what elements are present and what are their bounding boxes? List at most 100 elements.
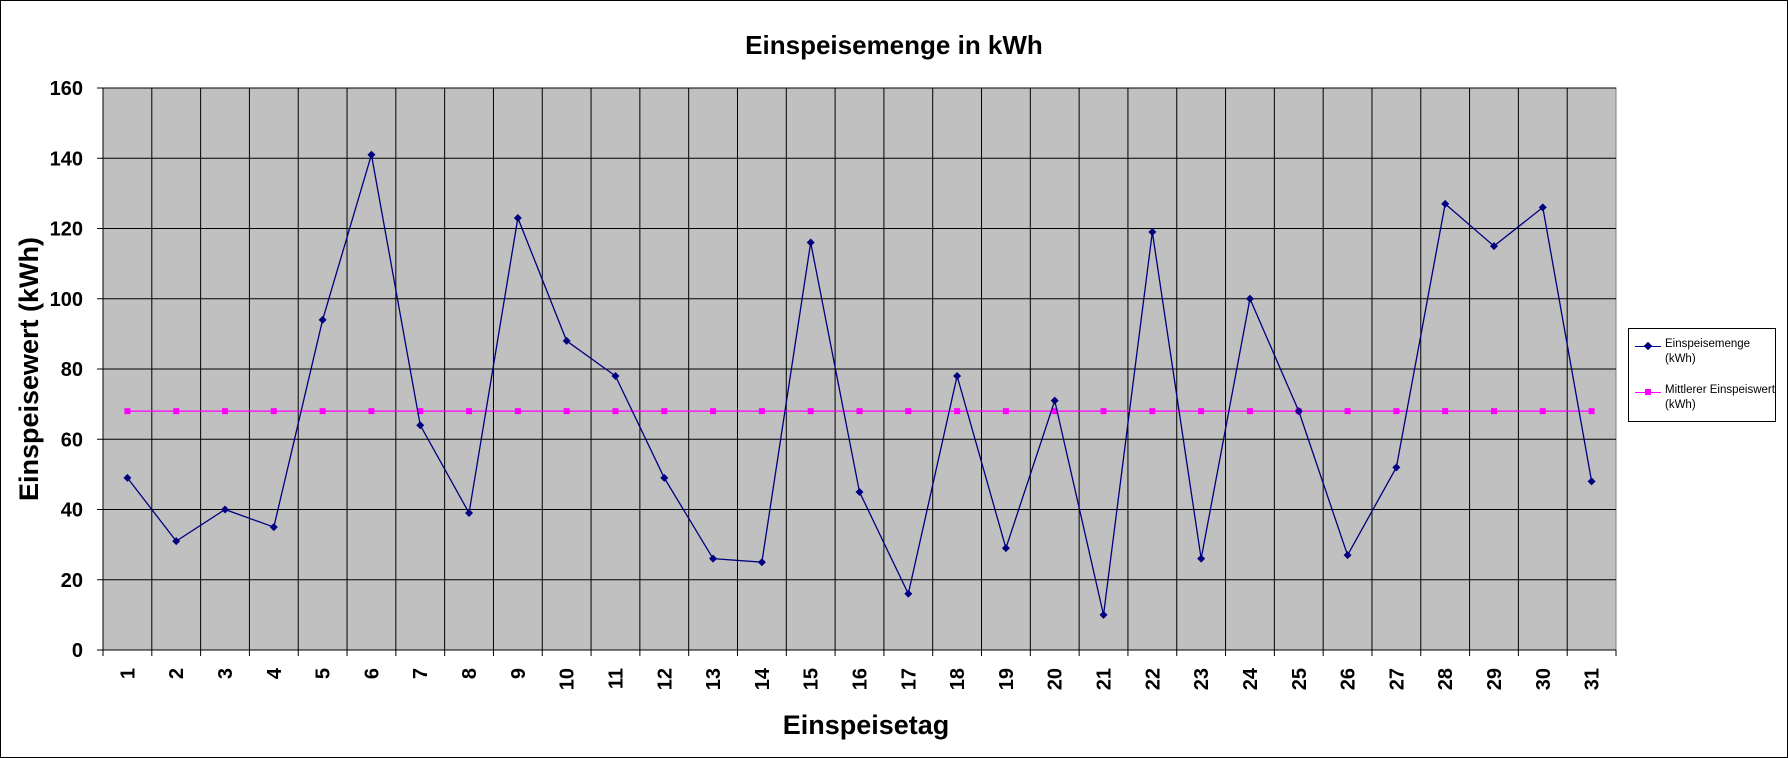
data-point — [660, 473, 669, 482]
x-tick-label: 22 — [1142, 668, 1164, 690]
series-einspeisemenge — [123, 150, 1596, 619]
y-tick-label: 0 — [72, 640, 83, 662]
x-tick-label: 21 — [1094, 668, 1116, 690]
x-tick-label: 5 — [313, 668, 335, 679]
data-point — [1393, 408, 1400, 415]
x-tick-label: 14 — [752, 667, 774, 690]
y-tick-label: 20 — [61, 570, 83, 592]
x-tick-label: 19 — [996, 668, 1018, 690]
data-point — [513, 213, 522, 222]
data-point — [270, 408, 277, 415]
legend-swatch-diamond-icon — [1635, 341, 1661, 351]
x-tick-label: 27 — [1386, 668, 1408, 690]
x-tick-label: 4 — [264, 667, 286, 679]
data-point — [1588, 408, 1595, 415]
legend: Einspeisemenge (kWh) Mittlerer Einspeisw… — [1628, 328, 1776, 422]
data-point — [709, 554, 718, 563]
legend-swatch-square-icon — [1635, 389, 1661, 397]
data-point — [954, 408, 961, 415]
data-point — [368, 408, 375, 415]
data-point — [1246, 408, 1253, 415]
data-point — [172, 537, 181, 546]
y-tick-label: 140 — [50, 148, 83, 170]
y-tick-label: 60 — [61, 429, 83, 451]
data-point — [1100, 408, 1107, 415]
data-point — [1441, 199, 1450, 208]
data-point — [1392, 463, 1401, 472]
data-point — [1489, 242, 1498, 251]
data-point — [173, 408, 180, 415]
data-point — [855, 487, 864, 496]
data-point — [465, 509, 474, 518]
legend-item-mittlerer-einspeiswert: Mittlerer Einspeiswert (kWh) — [1635, 383, 1775, 419]
x-tick-label: 24 — [1240, 667, 1262, 690]
data-point — [612, 408, 619, 415]
x-tick-label: 23 — [1191, 668, 1213, 690]
data-point — [1587, 477, 1596, 486]
x-tick-label: 11 — [605, 668, 627, 689]
data-point — [1538, 203, 1547, 212]
data-point — [319, 408, 326, 415]
x-tick-label: 16 — [850, 668, 872, 690]
data-point — [905, 408, 912, 415]
data-point — [1050, 396, 1059, 405]
legend-label: Mittlerer Einspeiswert (kWh) — [1665, 384, 1775, 411]
data-point — [807, 408, 814, 415]
data-point — [269, 523, 278, 532]
data-point — [417, 408, 424, 415]
data-point — [661, 408, 668, 415]
data-point — [904, 589, 913, 598]
x-tick-label: 25 — [1289, 668, 1311, 690]
data-point — [1197, 554, 1206, 563]
x-tick-label: 13 — [703, 668, 725, 690]
data-point — [1051, 408, 1058, 415]
x-tick-label: 3 — [215, 668, 237, 679]
data-point — [806, 238, 815, 247]
x-tick-label: 17 — [898, 668, 920, 690]
data-point — [1149, 408, 1156, 415]
x-tick-label: 8 — [459, 668, 481, 679]
data-point — [1294, 407, 1303, 416]
y-tick-labels: 0 20 40 60 80 100 120 140 160 — [50, 78, 83, 662]
data-point — [1344, 408, 1351, 415]
legend-item-einspeisemenge: Einspeisemenge (kWh) — [1635, 337, 1775, 373]
x-tick-label: 6 — [361, 668, 383, 679]
data-point — [1148, 228, 1157, 237]
y-tick-label: 100 — [50, 289, 83, 311]
data-point — [710, 408, 717, 415]
x-tick-label: 7 — [410, 668, 432, 679]
series-mittlerer-einspeiswert — [124, 408, 1595, 415]
x-tick-label: 28 — [1435, 668, 1457, 690]
data-point — [222, 408, 229, 415]
x-tick-label: 12 — [654, 668, 676, 690]
y-tick-label: 160 — [50, 78, 83, 100]
data-point — [124, 408, 131, 415]
series-layer — [123, 150, 1596, 619]
x-tick-label: 30 — [1533, 668, 1555, 690]
grid-lines — [103, 87, 1616, 651]
x-tick-label: 9 — [508, 668, 530, 679]
data-point — [221, 505, 230, 514]
data-point — [563, 408, 570, 415]
x-tick-label: 15 — [801, 668, 823, 690]
axes — [97, 87, 1617, 656]
data-point — [466, 408, 473, 415]
data-point — [367, 150, 376, 159]
x-axis-title: Einspeisetag — [783, 710, 950, 740]
data-point — [757, 558, 766, 567]
x-tick-label: 26 — [1338, 668, 1360, 690]
data-point — [514, 408, 521, 415]
data-point — [318, 315, 327, 324]
data-point — [856, 408, 863, 415]
x-tick-label: 2 — [166, 668, 188, 679]
data-point — [1490, 408, 1497, 415]
data-point — [416, 421, 425, 430]
x-tick-label: 29 — [1484, 668, 1506, 690]
x-tick-label: 20 — [1045, 668, 1067, 690]
y-tick-label: 80 — [61, 359, 83, 381]
data-point — [1245, 294, 1254, 303]
x-tick-label: 1 — [117, 668, 139, 679]
data-point — [1002, 408, 1009, 415]
data-point — [1343, 551, 1352, 560]
